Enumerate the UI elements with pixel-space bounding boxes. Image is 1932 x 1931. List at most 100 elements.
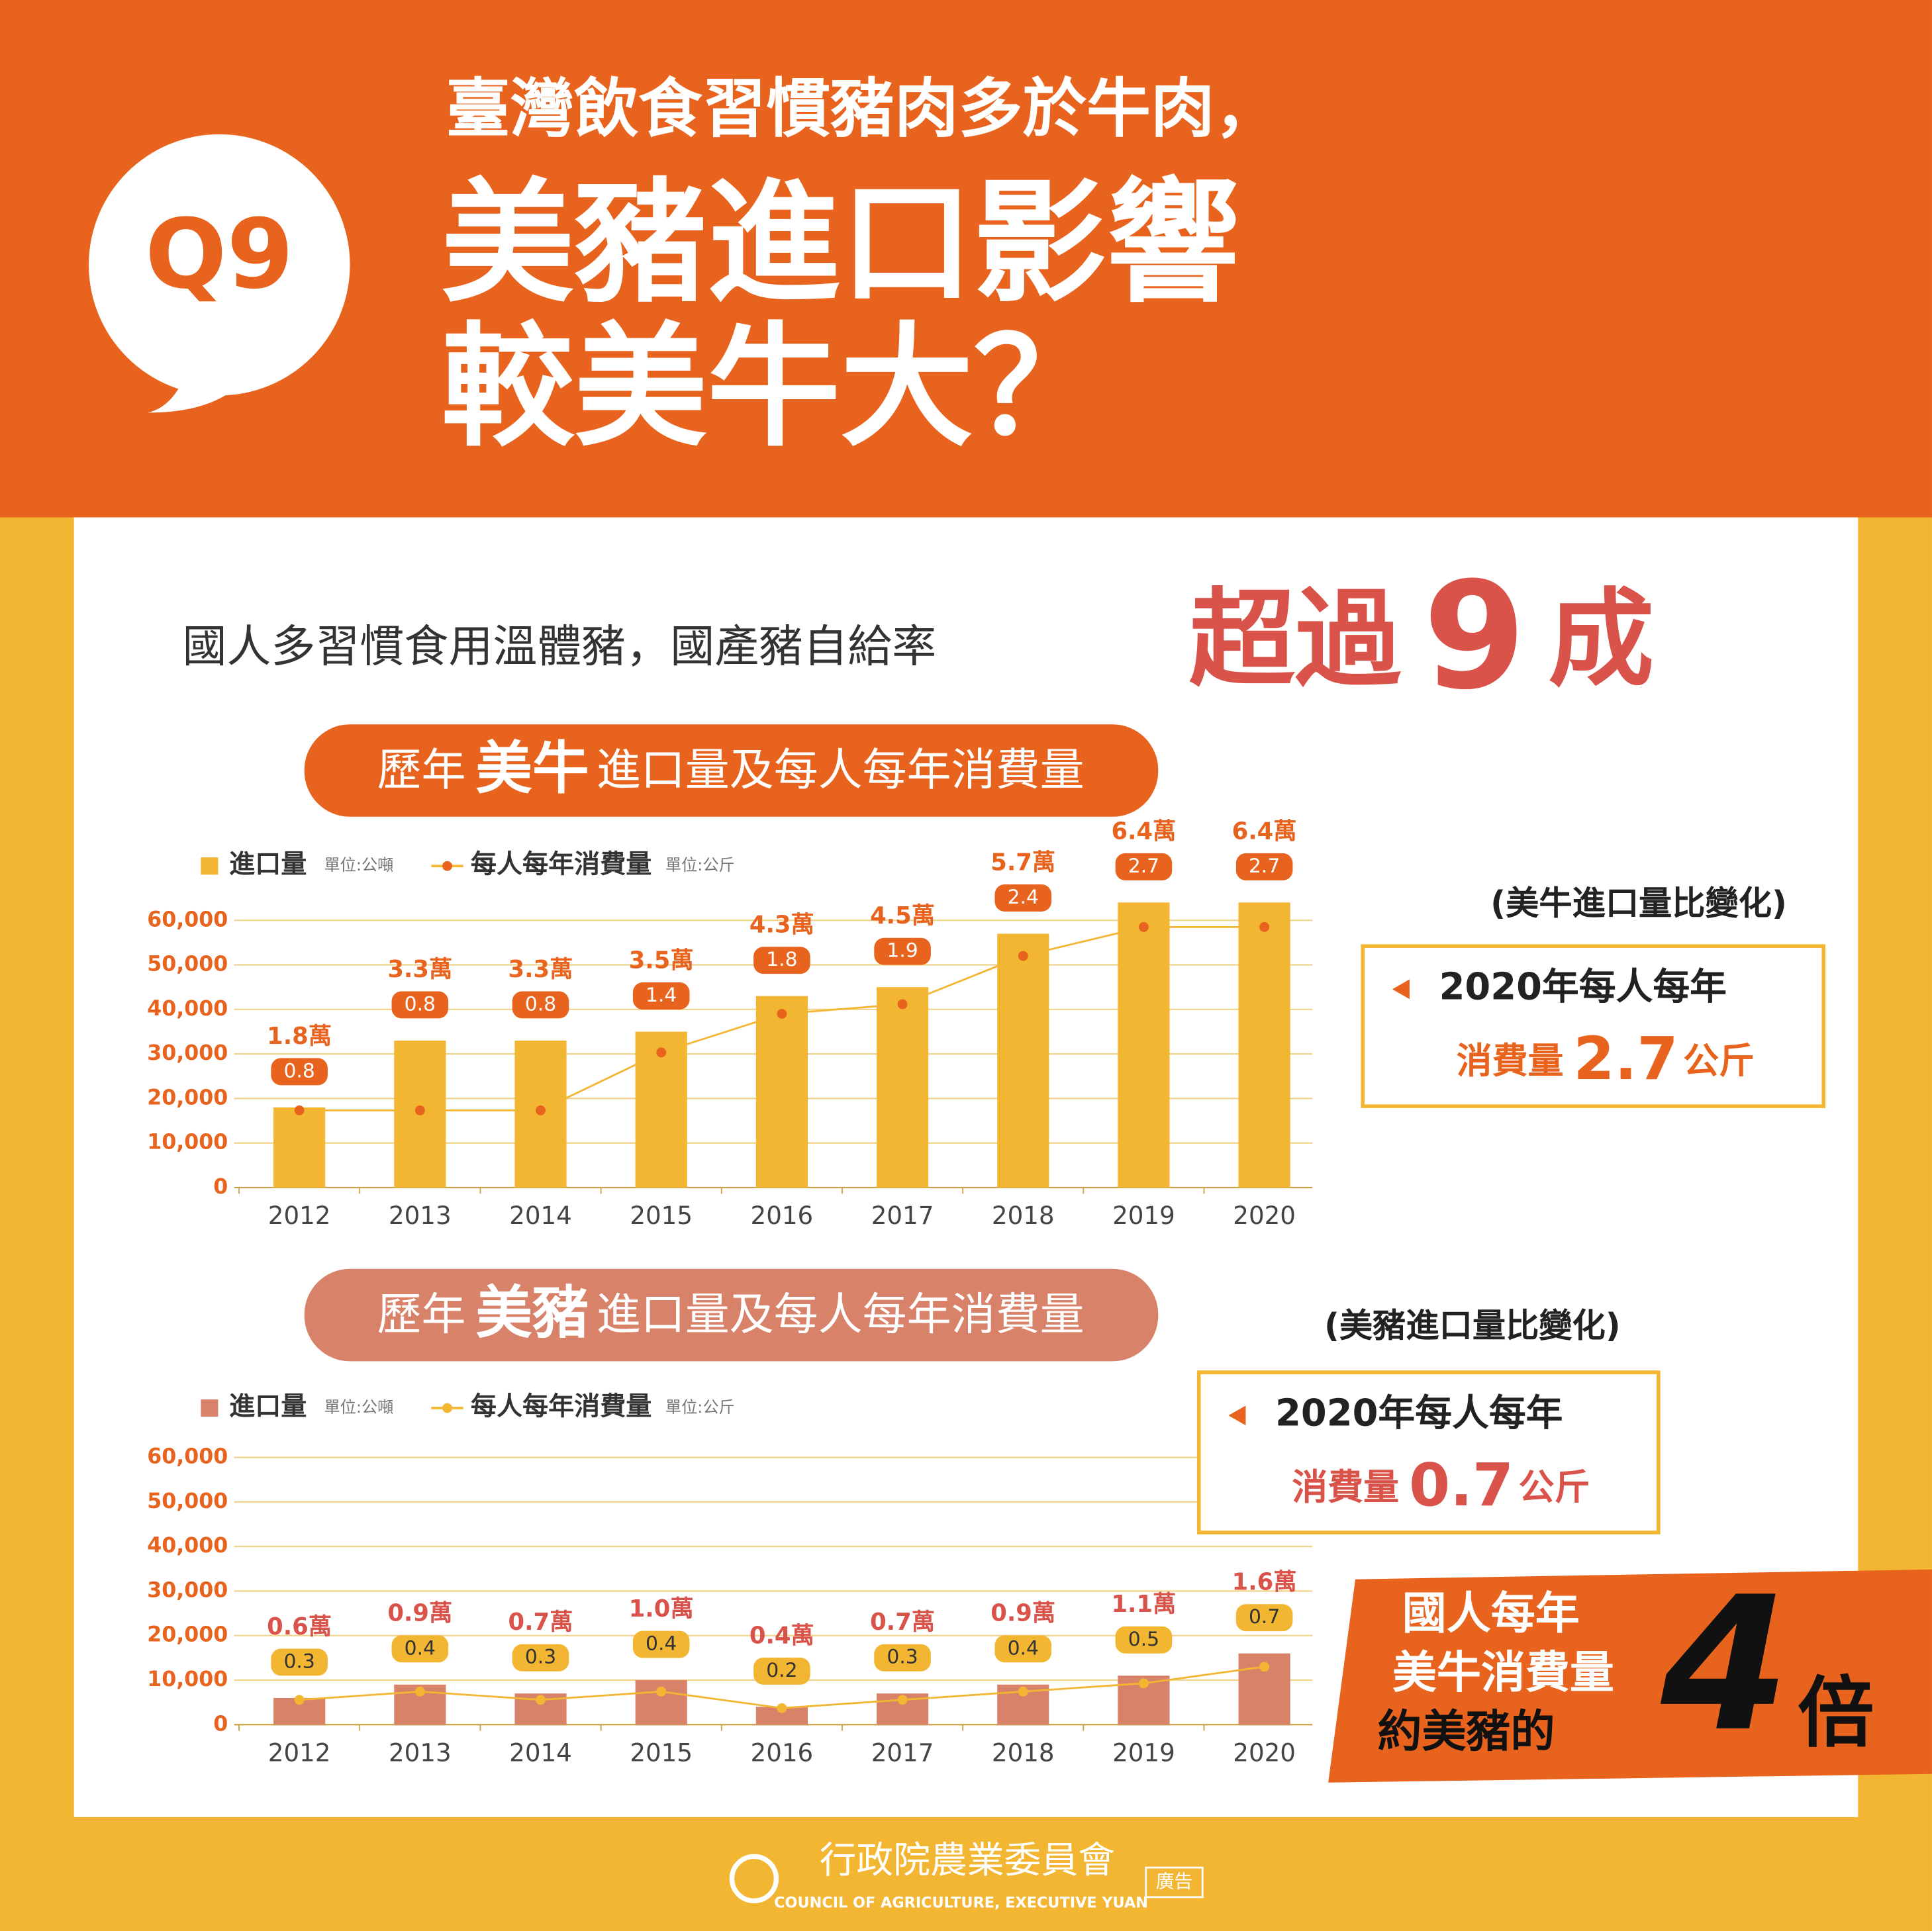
value-pill xyxy=(632,982,690,1010)
line-marker xyxy=(294,1695,305,1705)
x-tick-label: 2019 xyxy=(1112,1738,1175,1767)
bar-value-label: 4.5萬 xyxy=(870,902,935,929)
line-marker xyxy=(897,999,908,1010)
line-marker xyxy=(1259,921,1270,932)
legend-label: 進口量 xyxy=(229,850,307,880)
value-pill xyxy=(1115,1626,1173,1654)
y-tick-label: 20,000 xyxy=(147,1623,228,1647)
callout-line: 2020年每人每年 xyxy=(1439,965,1727,1008)
bar-value-label: 1.6萬 xyxy=(1232,1569,1297,1596)
value-pill xyxy=(512,1644,569,1672)
callout-arrow xyxy=(1392,979,1410,1000)
value-pill xyxy=(753,947,810,974)
y-tick-label: 50,000 xyxy=(147,953,228,976)
conclusion-line: 美牛消費量 xyxy=(1392,1646,1614,1698)
x-tick-label: 2013 xyxy=(389,1738,452,1767)
footer-org-en: COUNCIL OF AGRICULTURE, EXECUTIVE YUAN xyxy=(774,1895,1148,1912)
y-tick-label: 30,000 xyxy=(147,1041,228,1065)
value-pill xyxy=(874,937,931,965)
legend-marker xyxy=(442,861,452,871)
bar xyxy=(1238,902,1290,1188)
callout-value: 0.7 xyxy=(1409,1451,1514,1520)
value-pill xyxy=(874,1644,931,1672)
line-marker xyxy=(897,1695,908,1705)
y-tick-label: 40,000 xyxy=(147,997,228,1021)
callout-line: 2020年每人每年 xyxy=(1275,1391,1563,1435)
line-marker xyxy=(777,1703,787,1713)
highlight-prefix: 超過 xyxy=(1189,577,1402,701)
legend-label: 進口量 xyxy=(229,1392,307,1422)
y-tick-label: 20,000 xyxy=(147,1086,228,1109)
line-value-label: 0.5 xyxy=(1128,1628,1159,1651)
bar-value-label: 6.4萬 xyxy=(1232,818,1297,845)
title-line: 臺灣飲食習慣豬肉多於牛肉， xyxy=(446,71,1279,146)
x-tick-label: 2018 xyxy=(992,1738,1055,1767)
bar xyxy=(755,996,808,1188)
chart-title-pill xyxy=(304,1268,1159,1362)
line-value-label: 0.4 xyxy=(646,1632,677,1656)
x-tick-label: 2017 xyxy=(871,1201,934,1230)
y-tick-label: 50,000 xyxy=(147,1489,228,1513)
title-highlight: 美豬 xyxy=(475,1281,589,1346)
line-marker xyxy=(1138,1678,1149,1689)
line-marker xyxy=(1259,1662,1270,1672)
x-tick-label: 2016 xyxy=(751,1201,814,1230)
y-tick-label: 30,000 xyxy=(147,1578,228,1602)
bar-value-label: 0.9萬 xyxy=(387,1600,452,1627)
y-tick-label: 0 xyxy=(213,1712,228,1736)
x-tick-label: 2014 xyxy=(509,1201,572,1230)
bar-value-label: 0.7萬 xyxy=(508,1609,573,1636)
legend-unit: 單位:公斤 xyxy=(665,1398,735,1417)
bar-value-label: 4.3萬 xyxy=(749,912,814,939)
x-tick-label: 2020 xyxy=(1233,1738,1296,1767)
badge-text: Q9 xyxy=(145,199,293,310)
conclusion-line: 國人每年 xyxy=(1402,1587,1580,1639)
bar-value-label: 3.3萬 xyxy=(508,956,573,983)
value-pill xyxy=(1235,853,1293,880)
callout-label: 消費量 xyxy=(1457,1040,1564,1082)
line-value-label: 1.8 xyxy=(766,948,797,971)
line-marker xyxy=(777,1009,787,1019)
callout-box xyxy=(1196,1370,1661,1534)
x-tick-label: 2019 xyxy=(1112,1201,1175,1230)
line-marker xyxy=(294,1105,305,1115)
line-value-label: 1.9 xyxy=(887,939,918,963)
bar-value-label: 0.4萬 xyxy=(749,1622,814,1649)
badge-bubble xyxy=(89,134,350,396)
value-pill xyxy=(271,1648,328,1676)
bar-value-label: 3.5萬 xyxy=(629,947,694,974)
legend-unit: 單位:公噸 xyxy=(324,1398,393,1417)
x-tick-label: 2018 xyxy=(992,1201,1055,1230)
bar-value-label: 6.4萬 xyxy=(1111,818,1176,845)
callout-value-line: 消費量 2.7 公斤 xyxy=(1457,1025,1755,1094)
x-tick-label: 2016 xyxy=(751,1738,814,1767)
callout-note: (美豬進口量比變化) xyxy=(1324,1306,1621,1345)
title-line: 較美牛大？ xyxy=(441,310,1106,465)
y-tick-label: 40,000 xyxy=(147,1534,228,1558)
y-tick-label: 10,000 xyxy=(147,1131,228,1154)
line-value-label: 0.3 xyxy=(887,1646,918,1669)
callout-unit: 公斤 xyxy=(1519,1466,1590,1507)
value-pill xyxy=(512,991,569,1019)
x-tick-label: 2014 xyxy=(509,1738,572,1767)
bar-value-label: 1.1萬 xyxy=(1111,1591,1176,1618)
bar xyxy=(1118,902,1170,1188)
callout-value-line: 消費量 0.7 公斤 xyxy=(1292,1451,1590,1520)
value-pill xyxy=(1115,853,1173,880)
line-value-label: 0.8 xyxy=(525,992,556,1015)
intro-text: 國人多習慣食用溫體豬，國產豬自給率 xyxy=(182,620,936,672)
title-suffix: 進口量及每人每年消費量 xyxy=(597,1288,1085,1340)
line-marker xyxy=(414,1105,425,1115)
bar xyxy=(273,1107,326,1188)
legend-unit: 單位:公斤 xyxy=(665,856,735,874)
footer-tag-box xyxy=(1145,1866,1204,1899)
conclusion-suffix: 倍 xyxy=(1798,1670,1874,1758)
intro-highlight: 超過 9 成 xyxy=(1189,550,1654,722)
line-marker xyxy=(656,1686,667,1697)
line-value-label: 0.3 xyxy=(283,1650,314,1673)
highlight-suffix: 成 xyxy=(1548,577,1654,701)
title-line: 美豬進口影響 xyxy=(441,166,1239,321)
line-value-label: 2.7 xyxy=(1128,855,1159,878)
line-marker xyxy=(1138,921,1149,932)
